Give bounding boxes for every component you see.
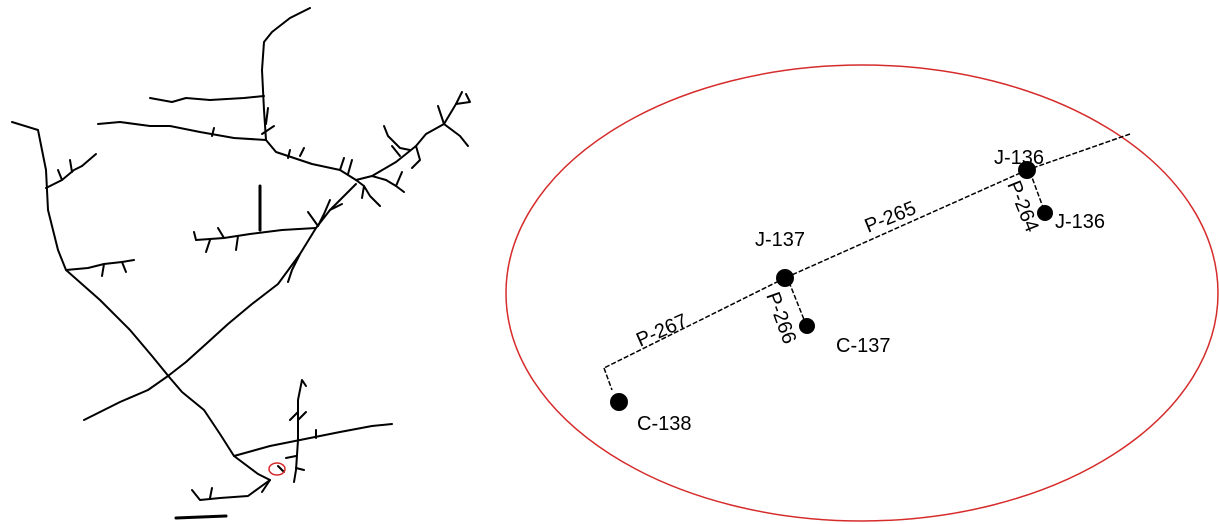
junction-j136-branch-node[interactable] <box>1037 205 1053 221</box>
overview-pipe <box>391 145 401 157</box>
overview-pipe <box>11 121 271 481</box>
overview-pipe <box>193 227 317 241</box>
overview-pipe <box>233 423 393 457</box>
overview-pipe <box>101 263 105 277</box>
overview-pipe <box>69 159 73 173</box>
label-j137: J-137 <box>755 229 805 251</box>
pipe-p265 <box>784 169 1028 279</box>
overview-highlight-ring <box>268 462 286 476</box>
overview-pipe <box>287 253 301 283</box>
label-c138: C-138 <box>637 413 691 435</box>
overview-map <box>11 7 471 520</box>
overview-pipe <box>191 479 271 501</box>
customer-c137-node[interactable] <box>799 318 815 334</box>
overview-pipe <box>265 107 269 125</box>
overview-pipe <box>297 411 307 421</box>
overview-pipe <box>297 379 307 441</box>
overview-pipe <box>347 159 353 175</box>
detail-nodes <box>610 161 1053 411</box>
overview-pipe <box>355 179 381 207</box>
overview-pipe <box>149 95 265 103</box>
junction-j137-node[interactable] <box>776 269 794 287</box>
pipe-p267 <box>603 367 613 391</box>
overview-pipe <box>293 439 299 483</box>
overview-pipe <box>285 455 297 459</box>
overview-pipe <box>339 157 345 171</box>
overview-pipe <box>443 123 469 147</box>
overview-pipe <box>455 93 471 105</box>
label-p266: P-266 <box>761 289 800 347</box>
overview-pipe <box>361 185 365 199</box>
junction-j136-node[interactable] <box>1018 161 1036 179</box>
overview-pipe <box>277 465 285 473</box>
label-c137: C-137 <box>836 335 890 357</box>
pipe-p265 <box>1026 133 1131 171</box>
overview-pipe <box>395 171 403 187</box>
overview-pipe <box>261 125 275 135</box>
pipe-p267 <box>603 277 786 369</box>
overview-pipe <box>411 145 421 169</box>
overview-pipe <box>329 203 343 211</box>
overview-pipe <box>299 147 305 157</box>
overview-pipe <box>121 261 127 273</box>
overview-pipe <box>217 227 225 239</box>
overview-pipe <box>437 105 445 125</box>
overview-pipe <box>295 467 305 471</box>
overview-pipe <box>289 411 299 421</box>
overview-pipe <box>81 153 97 167</box>
overview-pipe <box>174 514 228 520</box>
label-p264: P-264 <box>1002 178 1042 236</box>
label-p267: P-267 <box>633 310 691 352</box>
overview-pipe <box>261 7 463 181</box>
overview-pipe <box>383 125 411 151</box>
overview-pipe <box>307 211 319 227</box>
overview-pipe <box>317 199 331 227</box>
overview-pipe <box>83 183 357 421</box>
label-j136-main: J-136 <box>994 147 1044 169</box>
customer-c138-node[interactable] <box>610 393 628 411</box>
overview-pipe <box>211 127 215 137</box>
detail-pipes <box>603 133 1131 391</box>
overview-pipe <box>287 149 291 159</box>
overview-pipe <box>235 235 239 251</box>
overview-pipe <box>371 175 405 193</box>
label-j136-branch: J-136 <box>1055 211 1105 233</box>
overview-pipe <box>209 487 213 499</box>
overview-pipe <box>45 165 83 189</box>
overview-pipe <box>57 169 63 181</box>
overview-pipe <box>261 479 271 493</box>
overview-pipe <box>97 121 267 141</box>
pipe-p266 <box>788 281 806 323</box>
overview-pipe <box>205 239 211 253</box>
detail-highlight-ellipse <box>505 64 1219 522</box>
